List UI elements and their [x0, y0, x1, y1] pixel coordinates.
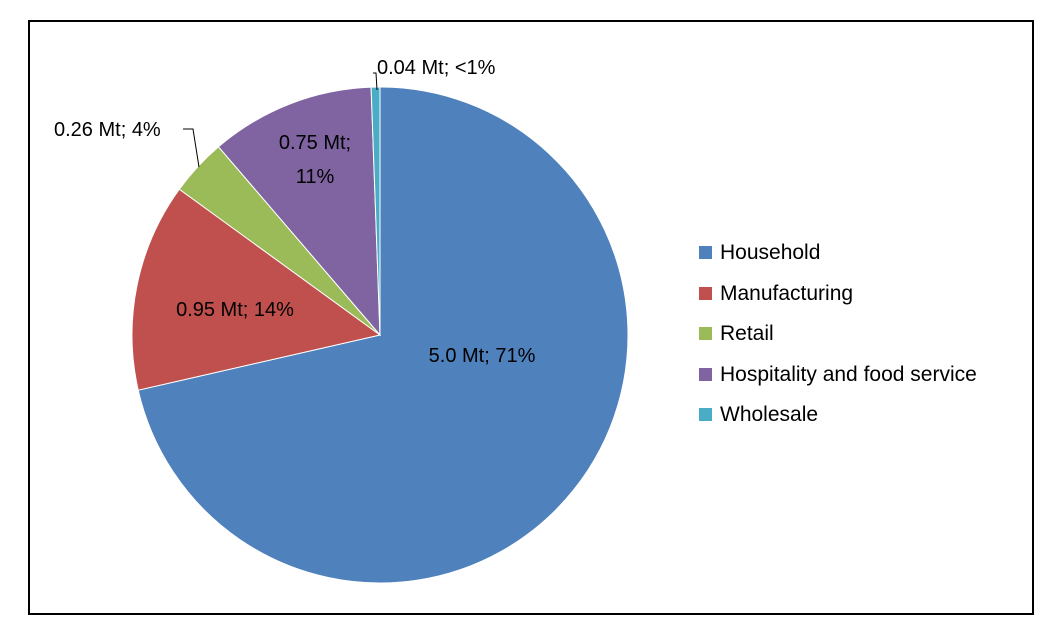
legend: Household Manufacturing Retail Hospitali… — [699, 241, 977, 426]
pie-slices — [131, 86, 629, 584]
legend-swatch-wholesale — [699, 408, 712, 421]
data-label-hospitality-line1: 0.75 Mt; — [279, 132, 351, 154]
pie-slice-household — [137, 86, 629, 584]
data-label-household: 5.0 Mt; 71% — [429, 345, 536, 367]
legend-label-retail: Retail — [720, 322, 774, 345]
data-labels: 5.0 Mt; 71% 0.95 Mt; 14% 0.26 Mt; 4% 0.7… — [54, 57, 536, 367]
pie-slice-manufacturing — [131, 188, 382, 391]
legend-label-manufacturing: Manufacturing — [720, 282, 853, 305]
leader-lines — [183, 72, 378, 168]
legend-swatch-hospitality — [699, 368, 712, 381]
data-label-manufacturing: 0.95 Mt; 14% — [176, 299, 294, 321]
data-label-hospitality-line2: 11% — [296, 166, 335, 188]
data-label-wholesale: 0.04 Mt; <1% — [377, 57, 496, 79]
pie-slice-hospitality-and-food-service — [217, 86, 381, 337]
data-label-retail: 0.26 Mt; 4% — [54, 119, 161, 141]
legend-label-household: Household — [720, 241, 820, 264]
pie-slice-wholesale — [370, 86, 381, 336]
leader-line-retail — [183, 128, 200, 168]
legend-label-wholesale: Wholesale — [720, 403, 818, 426]
legend-label-hospitality: Hospitality and food service — [720, 363, 977, 386]
legend-swatch-household — [699, 246, 712, 259]
legend-swatch-manufacturing — [699, 287, 712, 300]
leader-line-wholesale — [373, 72, 378, 91]
legend-swatch-retail — [699, 327, 712, 340]
